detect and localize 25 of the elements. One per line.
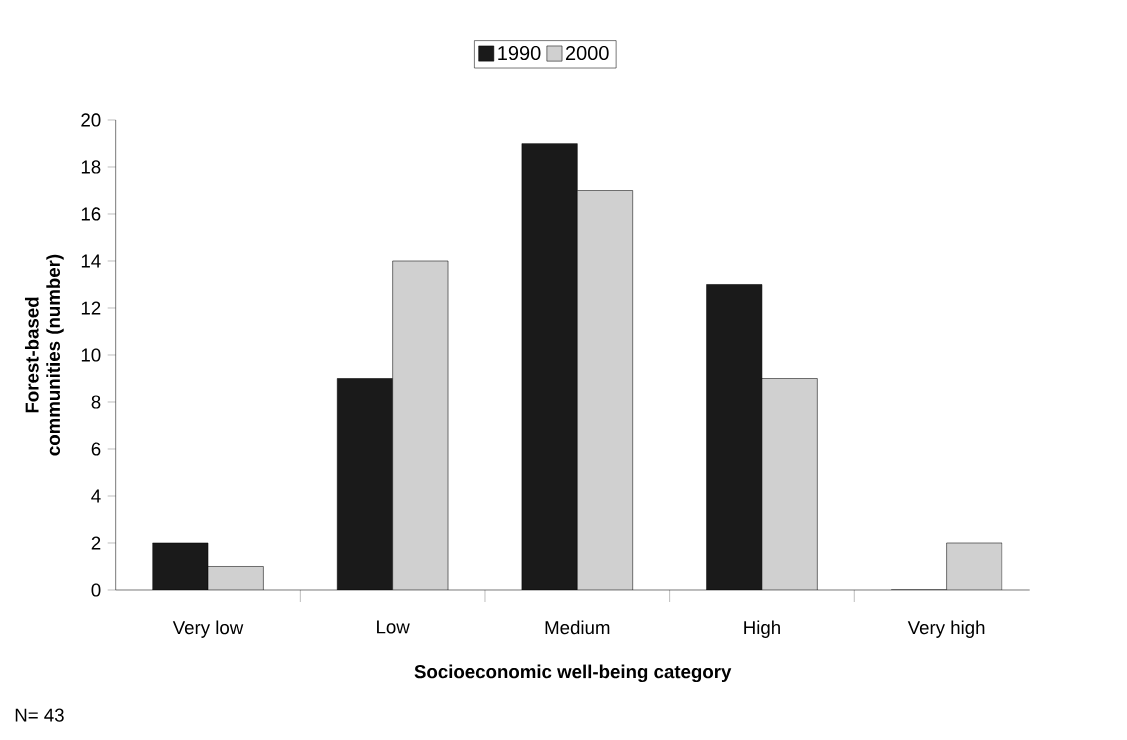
x-tick-label: Medium bbox=[545, 620, 610, 635]
legend-label: 2000 bbox=[565, 45, 609, 61]
legend-label: 1990 bbox=[498, 45, 541, 61]
y-axis-title: Forest-based communities (number) bbox=[24, 254, 64, 456]
bar bbox=[706, 284, 762, 590]
y-tick-label: 12 bbox=[81, 301, 101, 315]
text: N= 43 bbox=[15, 708, 64, 722]
x-axis-title: Socioeconomic well-being category bbox=[414, 664, 732, 683]
y-tick-label: 2 bbox=[91, 536, 101, 550]
bar bbox=[337, 378, 393, 590]
y-tick-label: 14 bbox=[81, 254, 101, 268]
y-tick-label: 10 bbox=[81, 348, 101, 362]
x-tick-label: Very low bbox=[172, 620, 244, 638]
y-tick-label: 16 bbox=[81, 207, 101, 221]
x-tick-label: Very high bbox=[907, 620, 985, 638]
bar bbox=[521, 143, 578, 590]
x-tick-label: High bbox=[744, 620, 780, 638]
bar bbox=[152, 543, 208, 590]
y-tick-label: 20 bbox=[81, 113, 101, 127]
y-tick-label: 8 bbox=[91, 395, 101, 409]
y-tick-label: 18 bbox=[81, 160, 101, 174]
x-tick-label: Low bbox=[377, 620, 410, 634]
y-tick-label: 0 bbox=[91, 583, 101, 597]
y-tick-label: 4 bbox=[91, 489, 101, 503]
y-tick-label: 6 bbox=[91, 442, 101, 456]
